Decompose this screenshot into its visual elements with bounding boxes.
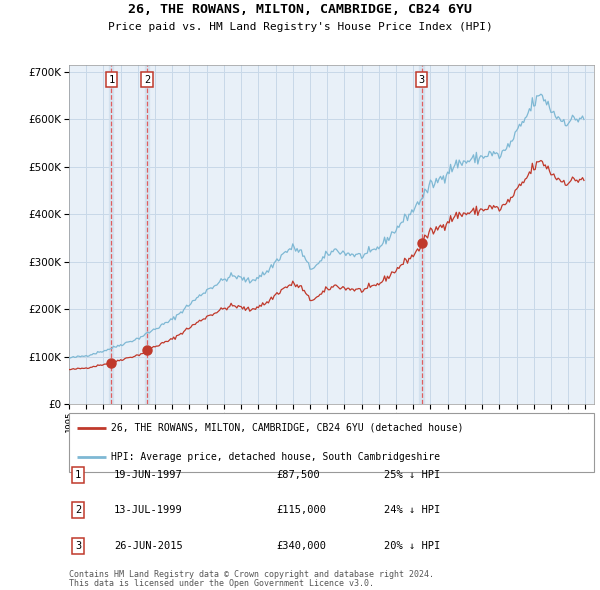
Text: £340,000: £340,000 (276, 541, 326, 550)
Bar (145, 65, 149, 404)
Text: 26, THE ROWANS, MILTON, CAMBRIDGE, CB24 6YU: 26, THE ROWANS, MILTON, CAMBRIDGE, CB24 … (128, 3, 472, 16)
Text: 24% ↓ HPI: 24% ↓ HPI (384, 506, 440, 515)
Text: 19-JUN-1997: 19-JUN-1997 (114, 470, 183, 480)
Text: £87,500: £87,500 (276, 470, 320, 480)
Text: This data is licensed under the Open Government Licence v3.0.: This data is licensed under the Open Gov… (69, 579, 374, 588)
Text: 25% ↓ HPI: 25% ↓ HPI (384, 470, 440, 480)
Text: Price paid vs. HM Land Registry's House Price Index (HPI): Price paid vs. HM Land Registry's House … (107, 22, 493, 32)
Text: 26, THE ROWANS, MILTON, CAMBRIDGE, CB24 6YU (detached house): 26, THE ROWANS, MILTON, CAMBRIDGE, CB24 … (111, 423, 464, 432)
Text: 26-JUN-2015: 26-JUN-2015 (114, 541, 183, 550)
Text: 1: 1 (108, 75, 115, 85)
Bar (419, 65, 424, 404)
Text: 20% ↓ HPI: 20% ↓ HPI (384, 541, 440, 550)
Text: 13-JUL-1999: 13-JUL-1999 (114, 506, 183, 515)
Text: HPI: Average price, detached house, South Cambridgeshire: HPI: Average price, detached house, Sout… (111, 453, 440, 462)
Text: 3: 3 (75, 541, 81, 550)
Text: 1: 1 (75, 470, 81, 480)
FancyBboxPatch shape (69, 413, 594, 472)
Text: 3: 3 (418, 75, 425, 85)
Text: £115,000: £115,000 (276, 506, 326, 515)
Text: 2: 2 (144, 75, 150, 85)
Text: 2: 2 (75, 506, 81, 515)
Bar (109, 65, 113, 404)
Text: Contains HM Land Registry data © Crown copyright and database right 2024.: Contains HM Land Registry data © Crown c… (69, 571, 434, 579)
